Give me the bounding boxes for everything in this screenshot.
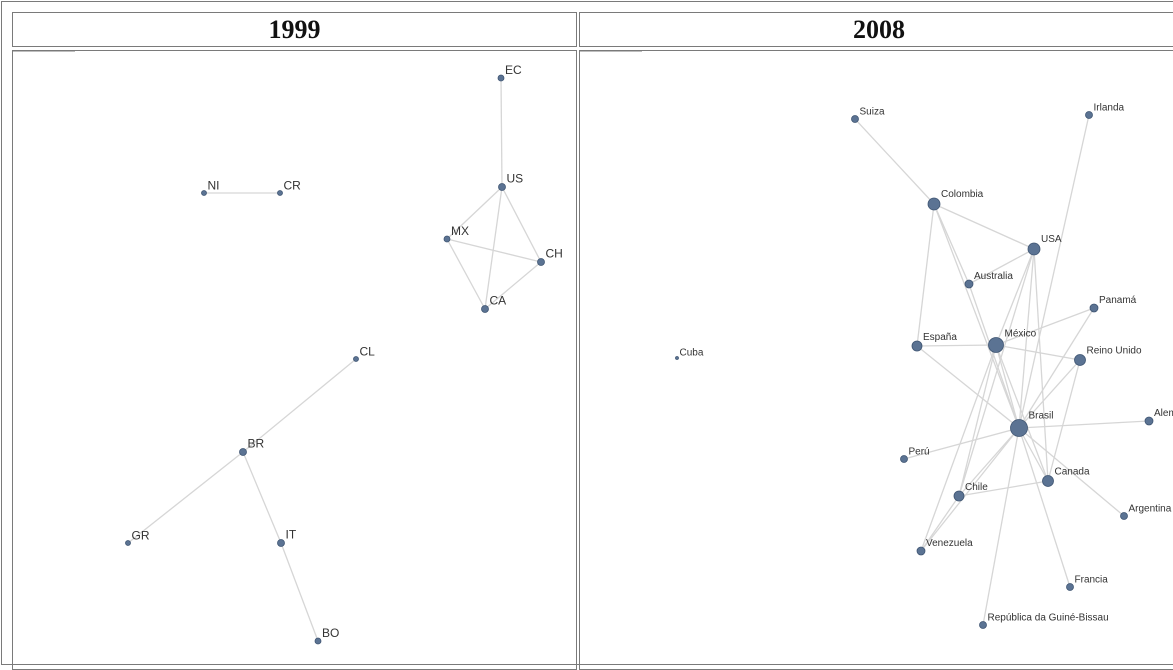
node-label-CA: CA [490, 294, 507, 308]
edge-Mexico-Venezuela [921, 345, 996, 551]
node-Venezuela [917, 547, 925, 555]
panel-title-2008: 2008 [579, 12, 1173, 47]
node-NI [202, 191, 207, 196]
node-Suiza [852, 116, 859, 123]
edges [128, 78, 541, 641]
node-label-CR: CR [284, 179, 302, 193]
node-Peru [901, 456, 908, 463]
node-CR [278, 191, 283, 196]
node-label-Espana: España [923, 332, 957, 343]
node-US [499, 184, 506, 191]
node-Francia [1067, 584, 1074, 591]
node-label-GR: GR [132, 529, 150, 543]
node-label-CL: CL [360, 345, 376, 359]
node-label-CH: CH [546, 247, 563, 261]
edge-Brasil-Alemania [1019, 421, 1149, 428]
node-GR [126, 541, 131, 546]
edge-Brasil-Francia [1019, 428, 1070, 587]
edge-Suiza-Colombia [855, 119, 934, 204]
node-label-Canada: Canada [1055, 467, 1090, 478]
edge-Espana-Mexico [917, 345, 996, 346]
node-label-Australia: Australia [974, 271, 1013, 282]
node-CH [538, 259, 545, 266]
node-Alemania [1145, 417, 1153, 425]
node-Argentina [1121, 513, 1128, 520]
edge-US-CH [502, 187, 541, 262]
edge-IT-BO [281, 543, 318, 641]
edge-Mexico-Chile [959, 345, 996, 496]
node-label-Argentina: Argentina [1129, 504, 1172, 515]
node-Guinea [980, 622, 987, 629]
node-label-Venezuela: Venezuela [926, 538, 973, 549]
panel-title-1999: 1999 [12, 12, 577, 47]
node-EC [498, 75, 504, 81]
edge-Colombia-Espana [917, 204, 934, 346]
node-label-Guinea: República da Guiné-Bissau [988, 613, 1109, 624]
nodes: Suiza Irlanda Colombia USA Australia Panamá Es… [676, 103, 1173, 629]
network-graph-2008: Suiza Irlanda Colombia USA Australia Panamá Es… [580, 51, 1173, 670]
edge-US-CA [485, 187, 502, 309]
node-label-Chile: Chile [965, 482, 988, 493]
network-panel-1999: EC US NI CR MX CH CA CL BR GR IT BO [12, 50, 577, 670]
node-label-Panama: Panamá [1099, 295, 1137, 306]
node-USA [1028, 243, 1040, 255]
node-label-NI: NI [208, 179, 220, 193]
node-Canada [1043, 476, 1054, 487]
node-label-Irlanda: Irlanda [1094, 103, 1125, 114]
node-Panama [1090, 304, 1098, 312]
node-MX [444, 236, 450, 242]
node-Brasil [1011, 420, 1028, 437]
node-Australia [965, 280, 973, 288]
node-label-US: US [507, 172, 524, 186]
node-label-BR: BR [248, 437, 265, 451]
edge-Mexico-Brasil [996, 345, 1019, 428]
node-label-Alemania: Alem [1154, 408, 1173, 419]
edge-MX-CA [447, 239, 485, 309]
node-Chile [954, 491, 964, 501]
node-label-Suiza: Suiza [860, 107, 885, 118]
edge-Mexico-ReinoUnido [996, 345, 1080, 360]
node-CA [482, 306, 489, 313]
node-label-Francia: Francia [1075, 575, 1109, 586]
node-label-BO: BO [322, 626, 339, 640]
edge-Brasil-Guinea [983, 428, 1019, 625]
node-BR [240, 449, 247, 456]
node-Colombia [928, 198, 940, 210]
node-Mexico [989, 338, 1004, 353]
node-label-IT: IT [286, 528, 297, 542]
edge-EC-US [501, 78, 502, 187]
node-Espana [912, 341, 922, 351]
node-label-Brasil: Brasil [1029, 411, 1054, 422]
edge-BR-IT [243, 452, 281, 543]
network-graph-1999: EC US NI CR MX CH CA CL BR GR IT BO [13, 51, 577, 670]
node-ReinoUnido [1075, 355, 1086, 366]
node-Irlanda [1086, 112, 1093, 119]
node-label-Peru: Perú [909, 447, 930, 458]
node-Cuba [676, 357, 679, 360]
edge-Irlanda-Brasil [1019, 115, 1089, 428]
node-IT [278, 540, 285, 547]
node-label-USA: USA [1041, 234, 1062, 245]
node-label-Cuba: Cuba [680, 348, 704, 359]
node-label-Colombia: Colombia [941, 189, 984, 200]
node-CL [354, 357, 359, 362]
node-BO [315, 638, 321, 644]
network-panel-2008: Suiza Irlanda Colombia USA Australia Panamá Es… [579, 50, 1173, 670]
node-label-MX: MX [451, 224, 469, 238]
nodes: EC US NI CR MX CH CA CL BR GR IT BO [126, 63, 563, 644]
edge-Colombia-Australia [934, 204, 969, 284]
edges [855, 115, 1149, 625]
node-label-Mexico: México [1005, 329, 1037, 340]
node-label-EC: EC [505, 63, 522, 77]
node-label-ReinoUnido: Reino Unido [1087, 346, 1142, 357]
